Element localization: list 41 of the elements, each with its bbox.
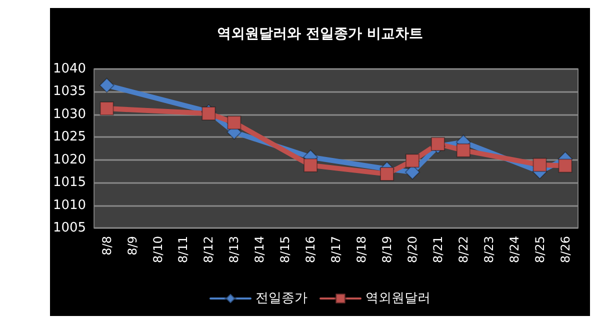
x-tick-label: 8/16 [304,236,318,263]
x-tick-label: 8/12 [202,236,216,263]
y-tick-label: 1025 [52,130,86,145]
x-tick-label: 8/23 [482,236,496,263]
point [99,78,114,93]
point [304,158,318,172]
x-tick-label: 8/25 [532,236,547,263]
x-tick-label: 8/22 [456,236,470,263]
x-tick-label: 8/19 [380,236,394,263]
x-tick-label: 8/15 [278,236,292,263]
y-tick-label: 1015 [52,175,86,190]
point [456,143,470,158]
chart-title: 역외원달러와 전일종가 비교차트 [217,26,423,42]
x-tick-label: 8/14 [252,236,267,263]
x-tick-label: 8/18 [354,236,369,263]
x-tick-label: 8/9 [125,236,140,256]
y-tick-label: 1040 [52,62,86,76]
x-tick-label: 8/20 [405,236,420,263]
point [100,102,114,116]
x-tick-label: 8/10 [150,236,165,263]
y-tick-label: 1005 [52,220,86,236]
legend-label: 전일종가 [256,291,308,306]
legend-label: 역외원달러 [366,291,430,306]
x-tick-label: 8/13 [227,236,242,263]
point [558,158,572,173]
y-tick-label: 1010 [52,198,86,213]
point [380,166,394,181]
point [430,136,445,151]
x-tick-label: 8/17 [329,236,344,263]
x-tick-label: 8/8 [100,236,114,256]
y-tick-label: 1030 [52,106,86,122]
x-tick-label: 8/11 [176,236,190,263]
point [202,106,216,121]
point [405,154,420,168]
x-tick-label: 8/26 [558,236,572,263]
point [532,158,547,172]
y-tick-label: 1035 [52,84,86,100]
x-tick-label: 8/21 [430,236,445,263]
point [227,116,242,130]
x-tick-label: 8/24 [507,236,522,263]
y-tick-label: 1020 [52,152,86,168]
